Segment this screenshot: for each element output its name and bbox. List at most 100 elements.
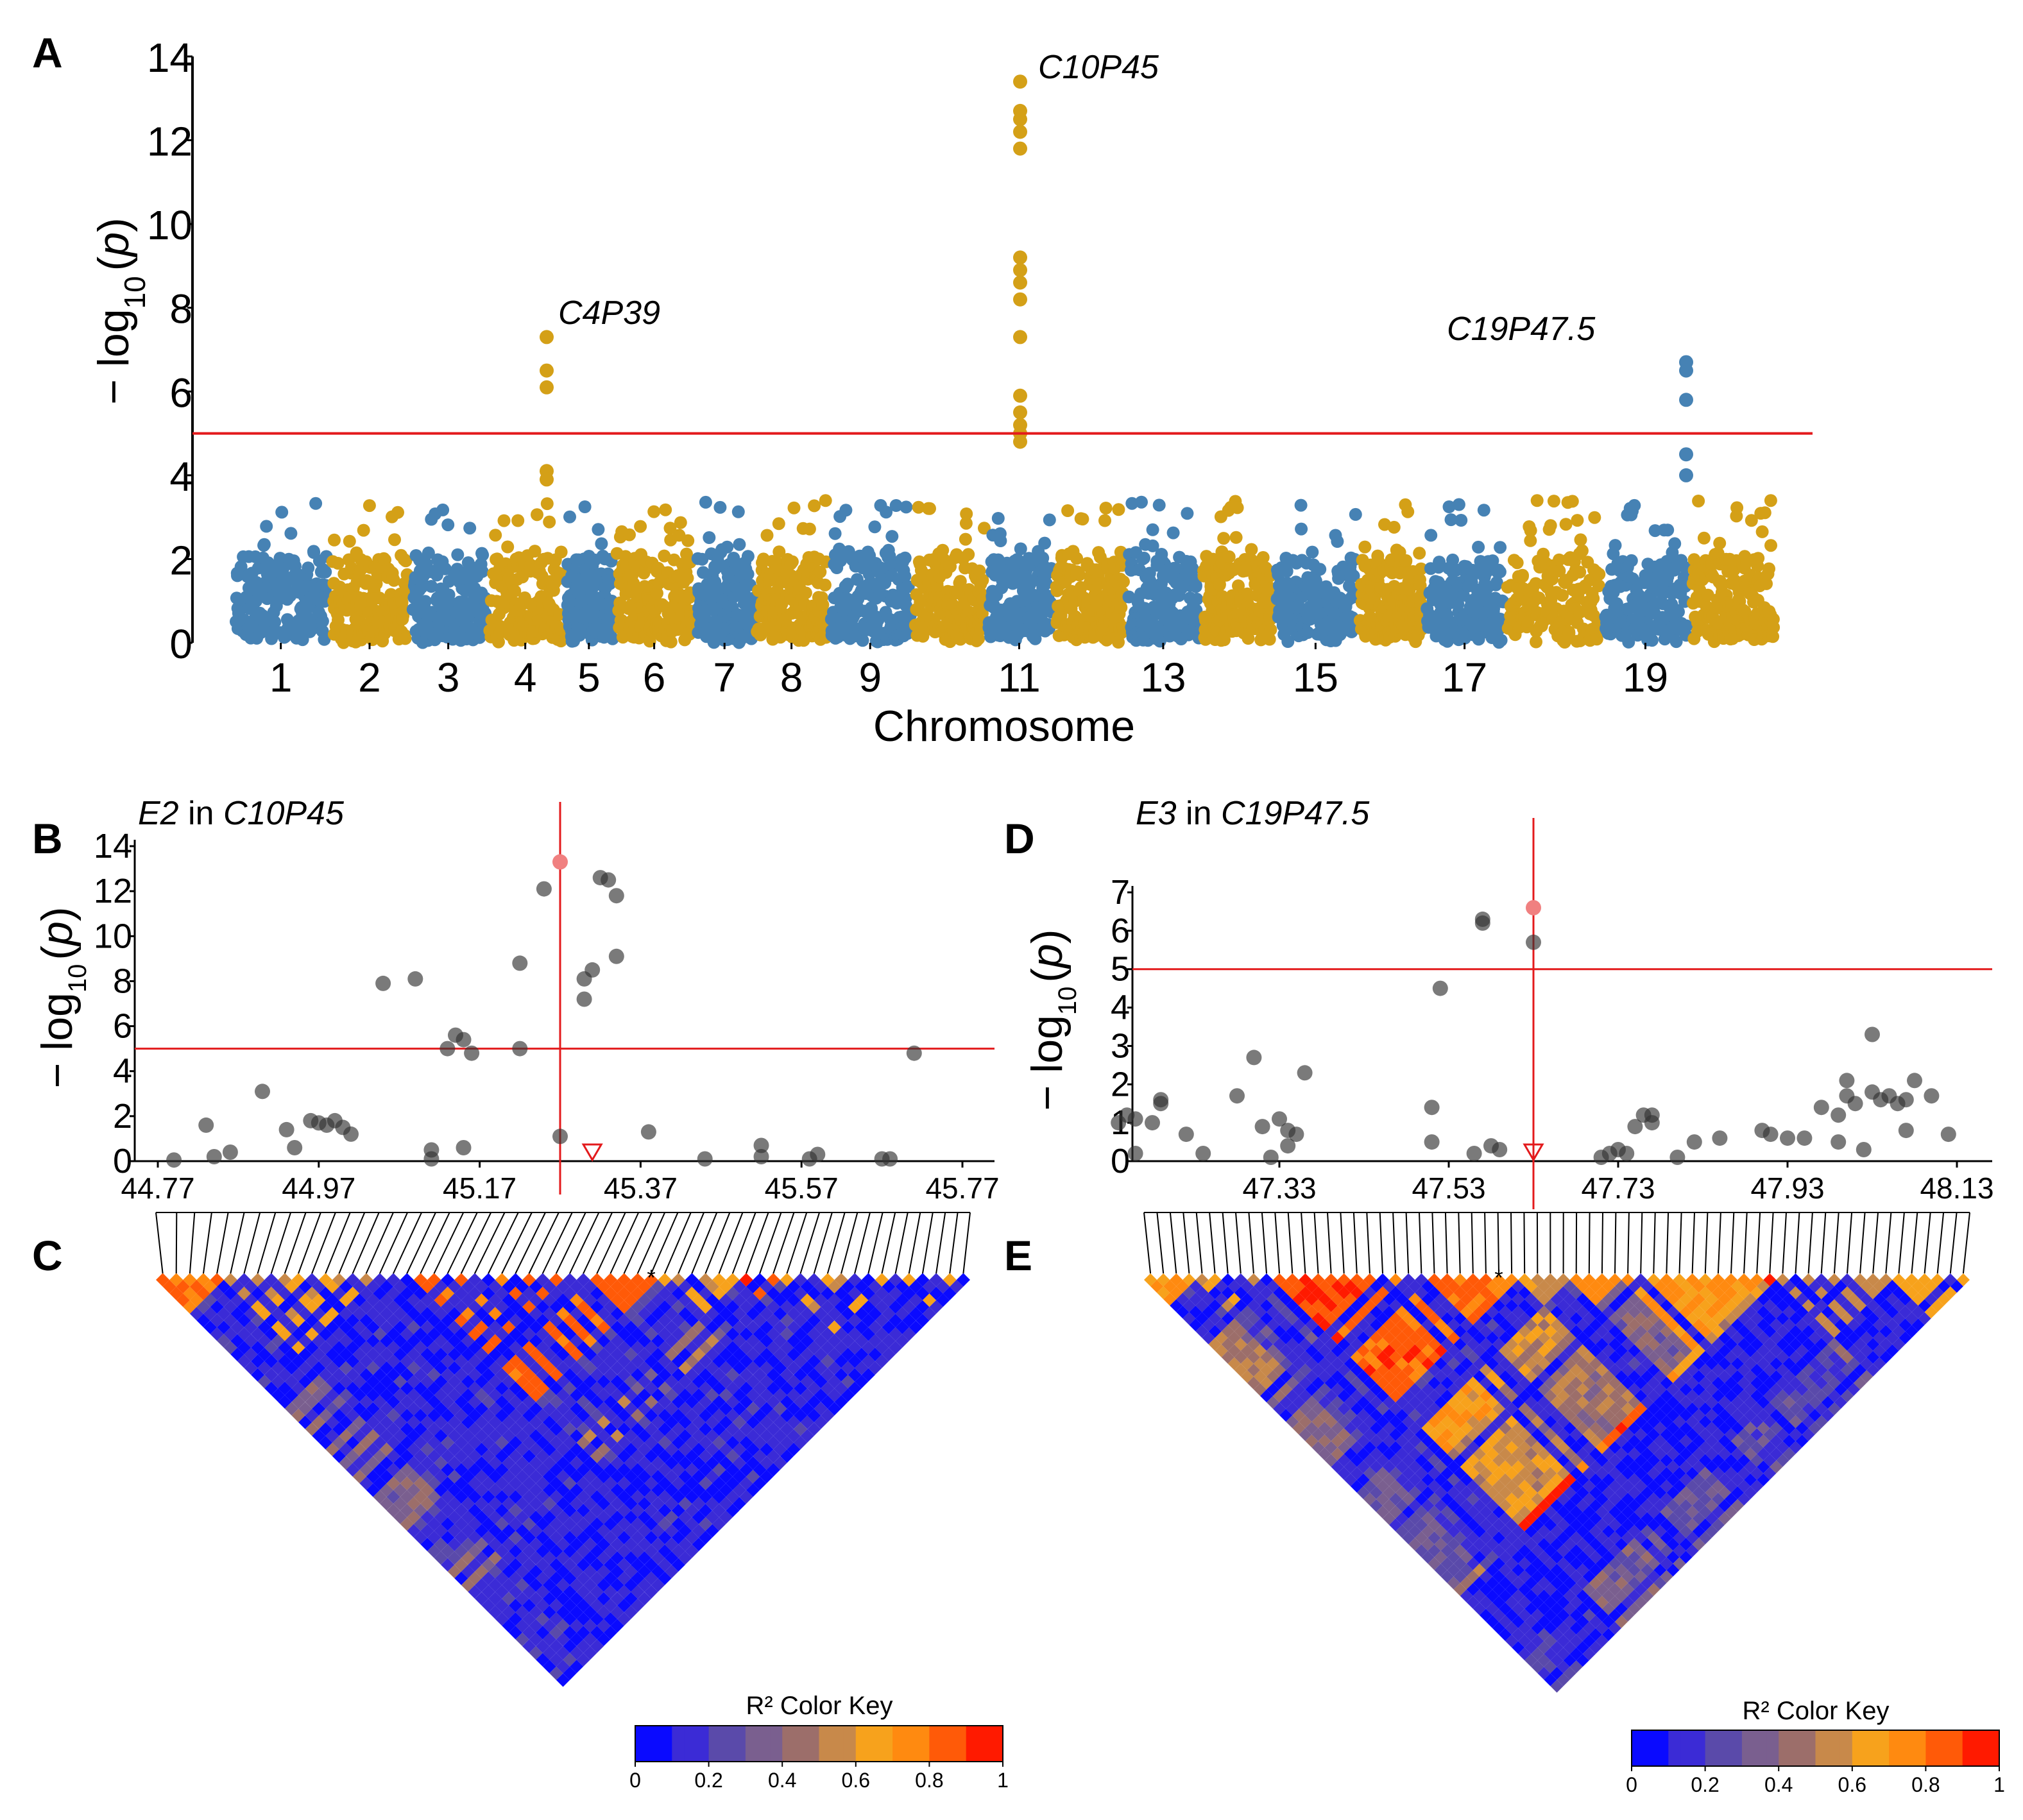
snp-point: [1181, 507, 1194, 520]
snp-point: [531, 508, 543, 522]
snp-point: [1668, 537, 1682, 550]
snp-point: [808, 499, 821, 513]
snp-point: [543, 515, 556, 529]
snp-point: [1146, 523, 1159, 536]
ld-cells: [156, 1273, 970, 1687]
y-tick-label: 4: [169, 454, 192, 500]
snp-point: [1153, 1092, 1169, 1108]
snp-point: [1831, 1107, 1847, 1123]
chromosome-20-points: [1686, 494, 1780, 649]
snp-point: [772, 517, 785, 531]
peak-snp-point: [1013, 141, 1027, 156]
snp-point: [1940, 1127, 1956, 1143]
snp-point: [603, 577, 617, 590]
snp-point: [1493, 565, 1507, 579]
snp-point: [554, 545, 568, 559]
panel-d-y-title-paren-close: ): [1023, 930, 1071, 944]
snp-point: [962, 548, 975, 561]
snp-point: [1413, 547, 1426, 560]
y-tick-label: 2: [169, 537, 192, 583]
panel-b-y-title-sub: 10: [64, 964, 92, 993]
x-tick-label: 2: [358, 654, 381, 701]
snp-point: [319, 565, 332, 579]
chromosome-17-points: [1421, 498, 1510, 649]
snp-point: [1924, 1088, 1940, 1104]
snp-point: [595, 537, 608, 550]
snp-point: [1730, 501, 1744, 515]
snp-point: [328, 533, 341, 547]
snp-point: [785, 555, 799, 568]
x-tick-label: 45.17: [443, 1171, 516, 1205]
snp-point: [839, 504, 853, 517]
x-tick-label: 44.97: [282, 1171, 355, 1205]
snp-point: [1898, 1123, 1914, 1139]
snp-point: [278, 1121, 294, 1137]
chromosome-10-points: [909, 500, 991, 649]
snp-point: [659, 503, 672, 516]
snp-point: [1117, 575, 1130, 588]
snp-point: [1752, 552, 1765, 565]
snp-point: [307, 545, 320, 558]
x-tick-label: 47.73: [1581, 1171, 1655, 1205]
snp-point: [166, 1152, 182, 1168]
snp-point: [476, 549, 490, 562]
snp-point: [681, 572, 694, 585]
snp-point: [1313, 563, 1327, 576]
snp-point: [1763, 1127, 1779, 1143]
snp-point: [1229, 531, 1243, 544]
peak-snp-point: [1013, 74, 1027, 89]
panel-b-y-title-paren-close: ): [33, 907, 81, 922]
snp-point: [1713, 536, 1727, 550]
snp-point: [882, 1151, 898, 1167]
snp-point: [674, 516, 687, 529]
snp-point: [601, 872, 617, 888]
snp-point: [1831, 1134, 1847, 1150]
panel-b-y-title-var: p: [33, 921, 81, 947]
snp-point: [309, 497, 323, 510]
snp-point: [1098, 514, 1111, 527]
snp-point: [1697, 531, 1711, 545]
snp-point: [1474, 915, 1490, 931]
snp-point: [578, 500, 592, 513]
snp-point: [703, 531, 716, 544]
x-tick-label: 15: [1293, 654, 1338, 701]
snp-point: [1839, 1073, 1855, 1089]
snp-point: [1530, 494, 1544, 507]
y-tick-label: 8: [169, 286, 192, 332]
snp-point: [1758, 506, 1771, 520]
snp-point: [508, 584, 522, 598]
snp-point: [741, 567, 755, 581]
snp-point: [993, 527, 1007, 540]
snp-point: [608, 948, 624, 964]
snp-point: [1061, 504, 1075, 517]
snp-point: [592, 523, 605, 536]
snp-point: [664, 635, 678, 649]
peak-snp-point: [1013, 388, 1027, 403]
snp-point: [407, 971, 423, 987]
snp-point: [898, 551, 912, 565]
chromosome-9-points: [824, 498, 917, 649]
snp-point: [731, 505, 745, 518]
snp-point: [540, 497, 554, 511]
panel-d-y-axis-title: − log10(p): [1023, 930, 1082, 1111]
snp-point: [316, 615, 329, 628]
snp-point: [1661, 523, 1675, 537]
x-tick-label: 47.33: [1242, 1171, 1316, 1205]
y-tick-label: 10: [94, 917, 132, 955]
snp-point: [1494, 541, 1507, 554]
snp-point: [284, 527, 298, 540]
y-tick-label: 14: [94, 827, 132, 865]
snp-point: [663, 522, 677, 535]
y-tick-label: 0: [169, 621, 192, 667]
snp-point: [1797, 1130, 1813, 1146]
snp-point: [1231, 501, 1244, 515]
peak-snp-point: [1013, 330, 1027, 344]
snp-point: [1592, 568, 1606, 581]
snp-point: [634, 520, 647, 533]
snp-point: [923, 502, 936, 515]
x-tick-label: 45.77: [925, 1171, 999, 1205]
chromosome-15-points: [1270, 498, 1362, 648]
snp-point: [1510, 556, 1524, 570]
y-tick-label: 2: [1111, 1065, 1130, 1103]
snp-point: [1424, 1100, 1440, 1116]
